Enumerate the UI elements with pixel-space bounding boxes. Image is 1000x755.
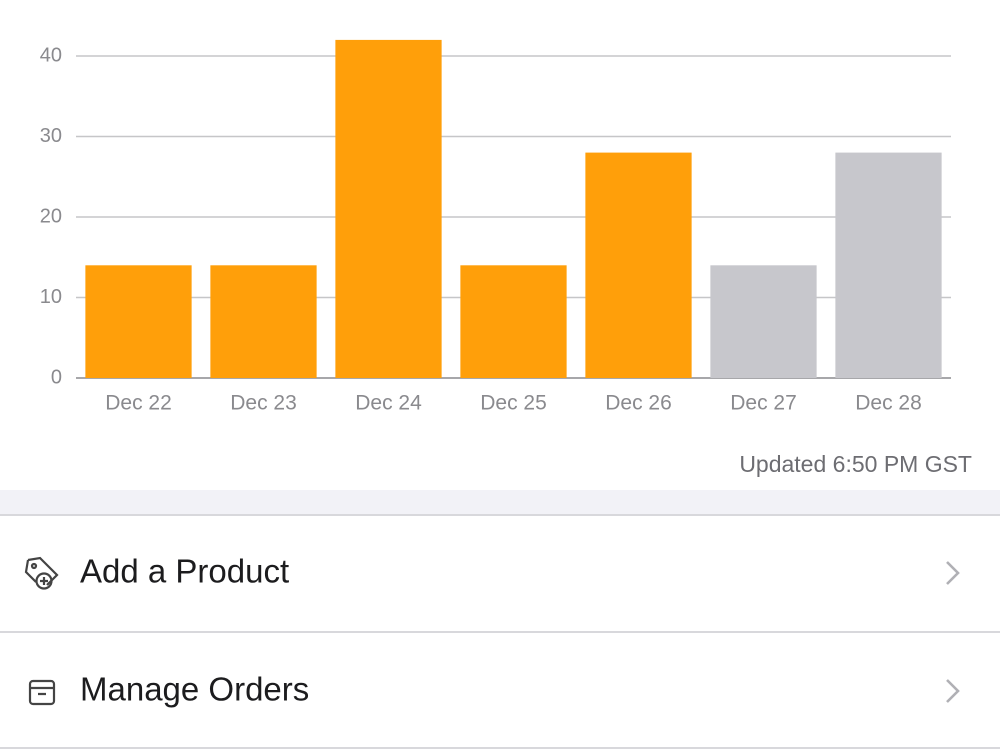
bar — [710, 265, 817, 378]
box-icon — [28, 679, 56, 706]
menu-row[interactable]: Manage Orders — [0, 633, 1000, 747]
tag-icon — [24, 556, 59, 590]
y-tick-label: 30 — [40, 125, 62, 147]
x-tick-label: Dec 28 — [855, 392, 922, 415]
bar — [210, 265, 317, 378]
x-tick-label: Dec 25 — [480, 392, 547, 415]
bar — [460, 265, 567, 378]
menu-label[interactable]: Manage Orders — [80, 671, 309, 708]
y-tick-label: 40 — [40, 44, 62, 66]
updated-label: Updated 6:50 PM GST — [739, 451, 972, 477]
menu-row[interactable]: Add a Product — [0, 516, 1000, 631]
bar — [335, 39, 442, 379]
y-tick-label: 0 — [51, 366, 62, 388]
x-tick-label: Dec 22 — [105, 392, 172, 415]
row-background[interactable] — [0, 633, 1000, 747]
chart: 0 10 20 30 40 Dec 22 Dec 23 Dec 24 Dec 25 Dec 26 D… — [40, 39, 951, 415]
y-tick-label: 10 — [40, 286, 62, 308]
x-tick-label: Dec 24 — [355, 392, 422, 415]
y-tick-label: 20 — [40, 205, 62, 227]
chevron — [946, 561, 960, 585]
chevron — [946, 679, 960, 703]
menu-label[interactable]: Add a Product — [80, 553, 289, 590]
x-tick-label: Dec 27 — [730, 392, 797, 415]
x-tick-label: Dec 23 — [230, 392, 297, 415]
x-tick-label: Dec 26 — [605, 392, 672, 415]
row-background[interactable] — [0, 516, 1000, 631]
section-separator — [0, 490, 1000, 515]
bar — [585, 152, 692, 378]
bar — [835, 152, 942, 378]
bar — [85, 265, 192, 378]
